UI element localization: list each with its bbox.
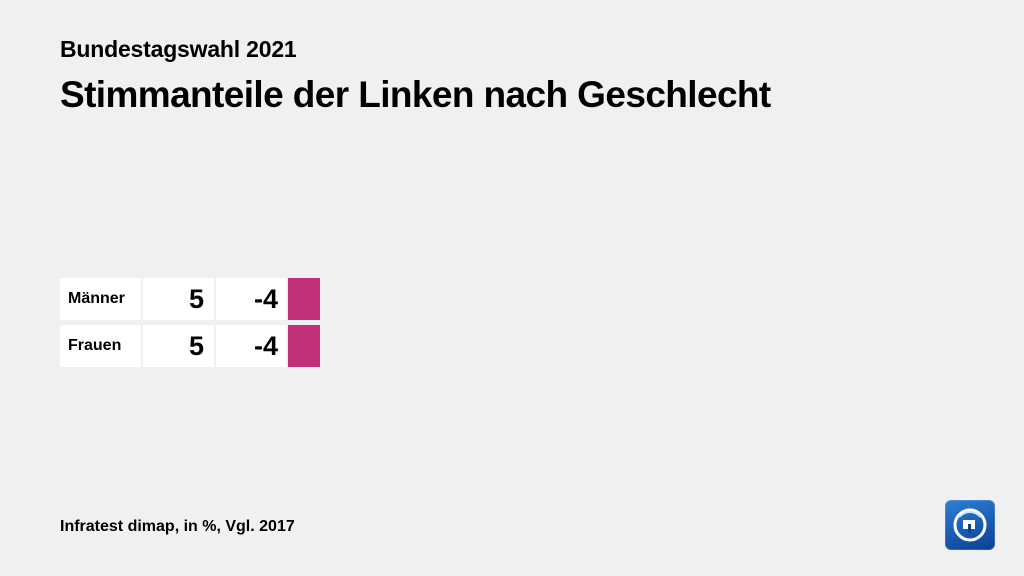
value-label: 5 — [143, 278, 214, 320]
category-label: Männer — [60, 278, 141, 320]
chart-supertitle: Bundestagswahl 2021 — [60, 36, 297, 62]
chart-rows: Männer 5 -4 Frauen 5 -4 — [60, 278, 320, 372]
chart-title: Stimmanteile der Linken nach Geschlecht — [60, 74, 771, 115]
table-row: Männer 5 -4 — [60, 278, 320, 320]
value-label: 5 — [143, 325, 214, 367]
bar — [288, 325, 320, 367]
tagesschau-logo-icon — [945, 500, 995, 550]
bar — [288, 278, 320, 320]
table-row: Frauen 5 -4 — [60, 325, 320, 367]
category-label: Frauen — [60, 325, 141, 367]
source-note: Infratest dimap, in %, Vgl. 2017 — [60, 518, 295, 535]
difference-label: -4 — [216, 325, 286, 367]
difference-label: -4 — [216, 278, 286, 320]
